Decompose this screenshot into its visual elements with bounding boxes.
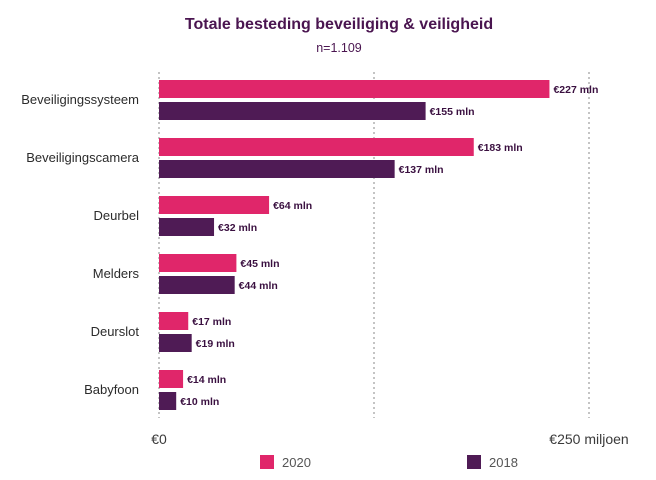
category-label-1: Beveiligingscamera <box>26 150 139 165</box>
bars: €227 mln €155 mln €183 mln €137 mln €64 mln €… <box>159 80 598 410</box>
value-label-2018-5: €10 mln <box>180 396 219 408</box>
legend-label-2018: 2018 <box>489 455 518 470</box>
category-label-3: Melders <box>93 266 140 281</box>
x-axis-start-label: €0 <box>151 431 167 447</box>
bar-2020-3 <box>159 254 237 272</box>
value-label-2018-0: €155 mln <box>430 106 475 118</box>
category-labels: Beveiligingssysteem Beveiligingscamera Deu… <box>21 92 140 397</box>
bar-2018-0 <box>159 102 426 120</box>
category-label-0: Beveiligingssysteem <box>21 92 139 107</box>
gridlines <box>158 72 590 418</box>
bar-2020-0 <box>159 80 550 98</box>
x-axis-end-label: €250 miljoen <box>549 431 628 447</box>
value-label-2020-4: €17 mln <box>192 316 231 328</box>
legend-label-2020: 2020 <box>282 455 311 470</box>
bar-2018-4 <box>159 334 192 352</box>
value-label-2020-3: €45 mln <box>240 258 279 270</box>
chart-subtitle: n=1.109 <box>316 41 362 55</box>
legend: 2020 2018 <box>260 455 518 470</box>
chart-title: Totale besteding beveiliging & veilighei… <box>185 16 493 33</box>
value-label-2018-2: €32 mln <box>218 222 257 234</box>
bar-2018-5 <box>159 392 177 410</box>
legend-swatch-2020 <box>260 455 274 469</box>
bar-2020-2 <box>159 196 270 214</box>
bar-2020-1 <box>159 138 474 156</box>
bar-2020-4 <box>159 312 189 330</box>
legend-swatch-2018 <box>467 455 481 469</box>
category-label-5: Babyfoon <box>84 382 139 397</box>
value-label-2020-0: €227 mln <box>553 84 598 96</box>
value-label-2018-4: €19 mln <box>196 338 235 350</box>
value-label-2020-5: €14 mln <box>187 374 226 386</box>
value-label-2020-1: €183 mln <box>478 142 523 154</box>
value-label-2020-2: €64 mln <box>273 200 312 212</box>
value-label-2018-1: €137 mln <box>399 164 444 176</box>
bar-2018-2 <box>159 218 215 236</box>
category-label-4: Deurslot <box>91 324 140 339</box>
bar-2018-1 <box>159 160 395 178</box>
bar-2020-5 <box>159 370 184 388</box>
category-label-2: Deurbel <box>93 208 139 223</box>
value-label-2018-3: €44 mln <box>239 280 278 292</box>
bar-2018-3 <box>159 276 235 294</box>
